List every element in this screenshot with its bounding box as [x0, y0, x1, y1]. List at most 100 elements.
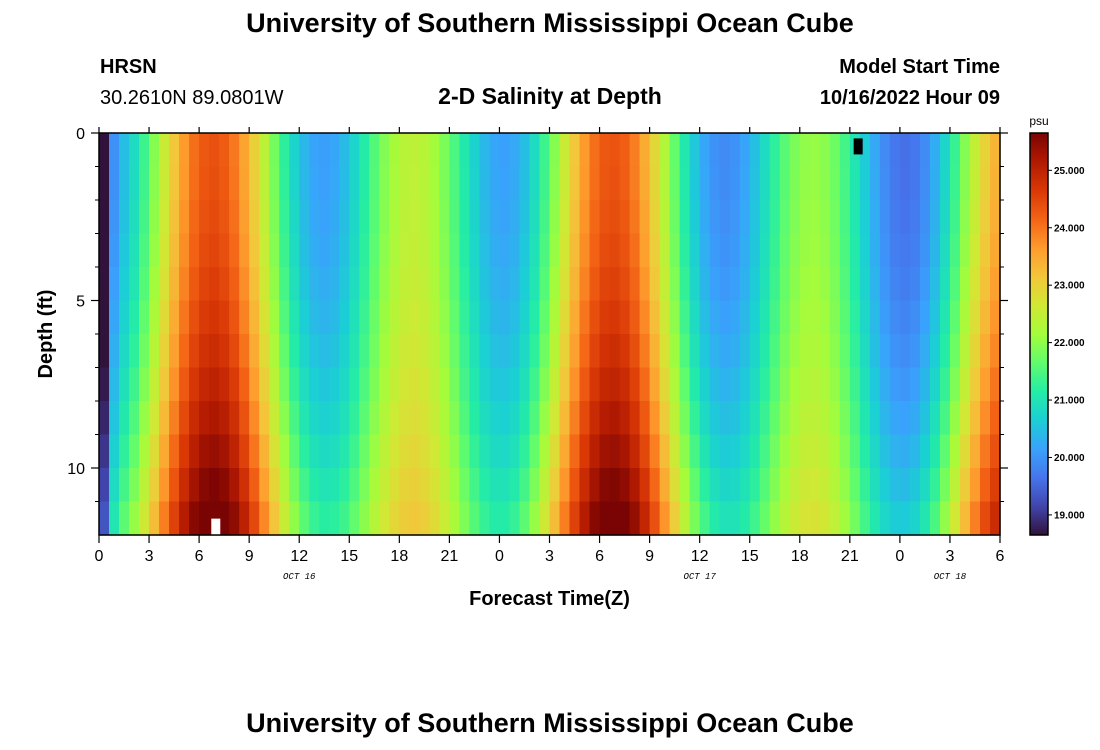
heatmap-cell — [249, 434, 260, 469]
heatmap-cell — [409, 401, 420, 436]
heatmap-cell — [959, 334, 971, 369]
heatmap-cell — [229, 267, 240, 302]
heatmap-cell — [349, 233, 360, 268]
heatmap-cell — [439, 501, 450, 536]
heatmap-cell — [619, 300, 631, 335]
heatmap-cell — [909, 367, 921, 402]
heatmap-cell — [579, 166, 591, 201]
heatmap-cell — [889, 401, 901, 436]
heatmap-cell — [419, 367, 430, 402]
heatmap-cell — [949, 200, 961, 235]
heatmap-cell — [349, 401, 360, 436]
heatmap-cell — [589, 367, 601, 402]
heatmap-cell — [969, 367, 981, 402]
heatmap-cell — [859, 300, 871, 335]
heatmap-cell — [269, 334, 280, 369]
heatmap-cell — [319, 200, 330, 235]
heatmap-cell — [389, 468, 400, 503]
heatmap-cell — [899, 133, 911, 168]
heatmap-cell — [349, 468, 360, 503]
heatmap-cell — [629, 200, 641, 235]
heatmap-cell — [839, 401, 851, 436]
heatmap-cell — [889, 267, 901, 302]
heatmap-cell — [239, 501, 250, 536]
heatmap-cell — [169, 133, 180, 168]
y-tick-label: 5 — [76, 294, 85, 311]
model-start-value: 10/16/2022 Hour 09 — [819, 87, 1000, 109]
heatmap-cell — [779, 501, 791, 536]
heatmap-cell — [109, 166, 120, 201]
heatmap-cell — [109, 267, 120, 302]
heatmap-cell — [339, 166, 350, 201]
heatmap-cell — [939, 200, 951, 235]
heatmap-cell — [469, 501, 481, 536]
heatmap-cell — [269, 166, 280, 201]
heatmap-cell — [929, 233, 941, 268]
heatmap-cell — [149, 501, 160, 536]
heatmap-cell — [129, 300, 140, 335]
heatmap-cell — [579, 367, 591, 402]
heatmap-cell — [979, 334, 991, 369]
heatmap-cell — [759, 300, 771, 335]
heatmap-cell — [259, 334, 270, 369]
chart-title: 2-D Salinity at Depth — [438, 83, 662, 109]
heatmap-cell — [849, 401, 861, 436]
heatmap-cell — [489, 334, 501, 369]
heatmap-cell — [469, 166, 481, 201]
heatmap-cell — [659, 401, 671, 436]
heatmap-cell — [349, 133, 360, 168]
heatmap-cell — [629, 133, 641, 168]
heatmap-cell — [939, 334, 951, 369]
heatmap-cell — [799, 133, 811, 168]
heatmap-cell — [969, 300, 981, 335]
heatmap-cell — [109, 200, 120, 235]
heatmap-cell — [419, 334, 430, 369]
heatmap-cell — [599, 200, 611, 235]
heatmap-cell — [409, 133, 420, 168]
heatmap-cell — [419, 300, 430, 335]
heatmap-cell — [159, 334, 170, 369]
heatmap-cell — [879, 434, 891, 469]
heatmap-cell — [879, 133, 891, 168]
heatmap-cell — [359, 367, 370, 402]
heatmap-cell — [519, 401, 531, 436]
heatmap-cell — [389, 166, 400, 201]
heatmap-cell — [259, 200, 270, 235]
heatmap-cell — [469, 401, 481, 436]
heatmap-cell — [279, 501, 290, 536]
heatmap-cell — [939, 501, 951, 536]
heatmap-cell — [649, 200, 661, 235]
heatmap-cell — [389, 300, 400, 335]
heatmap-cell — [959, 200, 971, 235]
heatmap-cell — [379, 267, 390, 302]
heatmap-cell — [839, 233, 851, 268]
heatmap-cell — [699, 233, 711, 268]
heatmap-cell — [329, 233, 340, 268]
heatmap-cell — [239, 367, 250, 402]
heatmap-cell — [739, 267, 751, 302]
heatmap-cell — [509, 501, 521, 536]
heatmap-cell — [229, 166, 240, 201]
heatmap-cell — [419, 166, 430, 201]
heatmap-cell — [309, 468, 320, 503]
heatmap-cell — [289, 300, 300, 335]
heatmap-cell — [749, 501, 761, 536]
heatmap-cell — [689, 133, 701, 168]
heatmap-cell — [819, 166, 831, 201]
heatmap-cell — [699, 267, 711, 302]
heatmap-cell — [619, 133, 631, 168]
heatmap-cell — [619, 401, 631, 436]
heatmap-cell — [449, 468, 460, 503]
heatmap-cell — [789, 468, 801, 503]
heatmap-cell — [139, 401, 150, 436]
heatmap-cell — [799, 401, 811, 436]
heatmap-cell — [429, 468, 440, 503]
heatmap-cell — [99, 133, 110, 168]
x-tick-label: 9 — [645, 548, 654, 565]
heatmap-cell — [389, 401, 400, 436]
heatmap-cell — [529, 501, 541, 536]
heatmap-cell — [559, 166, 571, 201]
heatmap-cell — [579, 133, 591, 168]
heatmap-cell — [579, 233, 591, 268]
heatmap-cell — [839, 367, 851, 402]
